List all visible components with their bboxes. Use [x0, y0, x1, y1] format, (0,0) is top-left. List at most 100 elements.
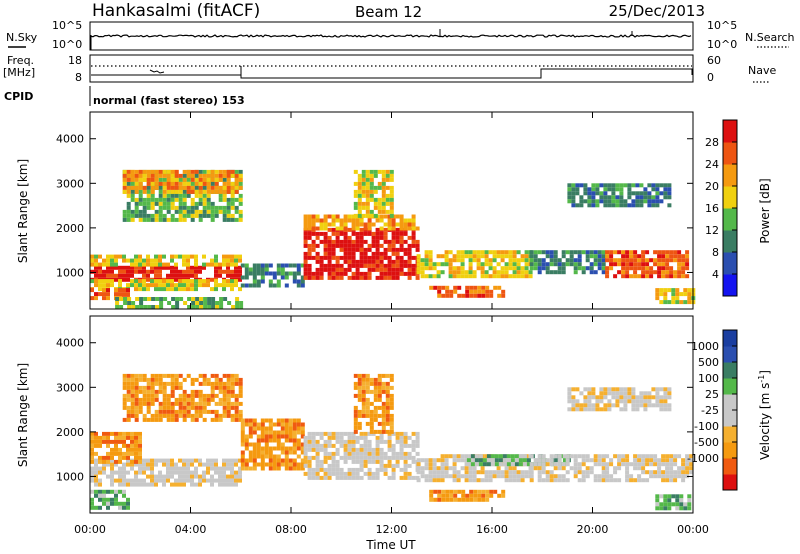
velocity-cell — [432, 462, 437, 467]
power-cell — [420, 262, 425, 267]
velocity-cell — [162, 462, 166, 467]
velocity-cell — [226, 385, 231, 390]
power-cell — [416, 254, 421, 259]
velocity-cell — [296, 418, 301, 423]
power-cell — [657, 270, 662, 275]
power-cell — [504, 250, 509, 255]
velocity-cell — [649, 470, 654, 475]
power-cell — [102, 292, 106, 297]
power-cell — [276, 267, 281, 272]
power-cell — [665, 250, 670, 255]
power-cell — [230, 273, 234, 278]
velocity-cell — [385, 401, 390, 406]
power-cell — [399, 259, 404, 264]
power-cell — [170, 283, 174, 288]
power-cell — [625, 266, 630, 271]
power-cell — [134, 181, 139, 186]
velocity-cell — [138, 405, 143, 410]
velocity-cell — [347, 451, 352, 456]
power-cell — [150, 201, 155, 206]
velocity-cell — [355, 447, 360, 452]
velocity-cell — [369, 381, 374, 386]
velocity-cell — [323, 471, 328, 476]
power-cell — [609, 250, 614, 255]
power-cell — [359, 259, 364, 264]
power-cell — [355, 222, 360, 227]
power-cell — [331, 251, 336, 256]
freq-panel — [89, 54, 694, 83]
velocity-cell — [373, 397, 378, 402]
velocity-cell — [599, 387, 604, 392]
power-cell — [361, 193, 366, 198]
power-cell — [339, 218, 344, 223]
power-cell — [657, 258, 662, 263]
power-cell — [597, 262, 602, 267]
power-cell — [381, 205, 386, 210]
power-cell — [230, 258, 234, 263]
velocity-cell — [685, 466, 690, 471]
freq-tick-top: 18 — [68, 54, 82, 67]
velocity-cell — [361, 393, 366, 398]
power-cell — [146, 169, 151, 174]
power-cell — [553, 258, 558, 263]
power-cell — [529, 262, 534, 267]
power-cell — [146, 277, 150, 282]
power-cell — [399, 271, 404, 276]
velocity-cell — [234, 401, 239, 406]
velocity-cell — [114, 447, 118, 452]
power-cell — [361, 173, 366, 178]
velocity-cell — [617, 458, 622, 463]
velocity-cell — [375, 447, 380, 452]
velocity-cell — [504, 478, 509, 483]
velocity-cell — [214, 377, 219, 382]
velocity-cell — [292, 438, 297, 443]
velocity-cell — [549, 470, 554, 475]
velocity-cell — [174, 466, 178, 471]
velocity-cell — [635, 407, 640, 412]
velocity-cell — [665, 478, 670, 483]
power-cell — [456, 270, 461, 275]
velocity-cell — [240, 466, 245, 471]
power-cell — [355, 243, 360, 248]
power-cell — [134, 254, 138, 259]
velocity-cell — [657, 470, 662, 475]
velocity-cell — [118, 435, 122, 440]
velocity-cell — [276, 454, 281, 459]
velocity-cell — [381, 389, 386, 394]
velocity-cell — [303, 459, 308, 464]
power-cell — [347, 235, 352, 240]
power-cell — [589, 254, 594, 259]
velocity-cell — [226, 482, 230, 487]
power-cell — [351, 271, 356, 276]
velocity-cell — [464, 474, 469, 479]
velocity-cell — [601, 474, 606, 479]
velocity-cell — [214, 462, 218, 467]
power-cell — [367, 231, 372, 236]
velocity-cell — [106, 451, 110, 456]
velocity-colorbar-tick-label: 500 — [698, 356, 719, 369]
velocity-cell — [359, 443, 364, 448]
power-cell — [110, 279, 114, 284]
power-cell — [516, 250, 521, 255]
power-cell — [351, 247, 356, 252]
velocity-cell — [158, 417, 163, 422]
power-cell — [335, 239, 340, 244]
power-cell — [679, 300, 684, 305]
velocity-cell — [210, 393, 215, 398]
power-cell — [645, 274, 650, 279]
velocity-cell — [323, 455, 328, 460]
velocity-cell — [665, 466, 670, 471]
power-cell — [577, 250, 582, 255]
velocity-cell — [661, 462, 666, 467]
velocity-cell — [416, 466, 421, 471]
velocity-cell — [118, 501, 122, 506]
velocity-cell — [655, 387, 660, 392]
velocity-cell — [122, 417, 127, 422]
velocity-cell — [496, 466, 501, 471]
velocity-cell — [142, 466, 146, 471]
velocity-cell — [549, 462, 554, 467]
velocity-cell — [665, 454, 670, 459]
power-cell — [577, 258, 582, 263]
velocity-cell — [607, 391, 612, 396]
power-cell — [238, 258, 242, 263]
